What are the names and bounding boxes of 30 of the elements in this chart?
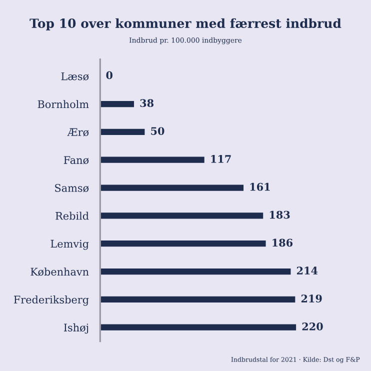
y-tick-label: Lemvig bbox=[50, 240, 89, 250]
y-tick-label: Rebild bbox=[56, 212, 89, 220]
bar bbox=[100, 128, 145, 136]
bar bbox=[100, 324, 296, 330]
data-label: 214 bbox=[296, 266, 318, 274]
data-label: 117 bbox=[211, 155, 231, 163]
y-tick-label: Ærø bbox=[67, 128, 89, 136]
data-label: 183 bbox=[270, 210, 290, 219]
data-label: 0 bbox=[106, 71, 112, 80]
data-label: 220 bbox=[302, 322, 323, 330]
data-label: 219 bbox=[301, 294, 322, 302]
y-tick-label: Ishøj bbox=[64, 323, 88, 334]
y-tick-label: Samsø bbox=[55, 184, 89, 192]
y-tick-label: Bornholm bbox=[38, 100, 89, 108]
bar bbox=[100, 212, 264, 219]
data-label: 161 bbox=[250, 182, 270, 191]
y-tick-label: Fanø bbox=[64, 156, 89, 164]
data-label: 50 bbox=[151, 127, 164, 135]
data-label: 186 bbox=[272, 238, 293, 247]
bar bbox=[100, 184, 244, 191]
bar bbox=[100, 296, 296, 303]
bar bbox=[100, 268, 291, 275]
y-tick-label: Frederiksberg bbox=[14, 295, 89, 306]
y-tick-label: København bbox=[30, 268, 89, 276]
bar bbox=[100, 100, 134, 108]
bar bbox=[100, 156, 204, 163]
bar bbox=[100, 240, 266, 247]
data-label: 38 bbox=[140, 99, 154, 108]
y-tick-label: Læsø bbox=[61, 72, 89, 81]
chart-title: Top 10 over kommuner med færrest indbrud bbox=[30, 18, 342, 30]
